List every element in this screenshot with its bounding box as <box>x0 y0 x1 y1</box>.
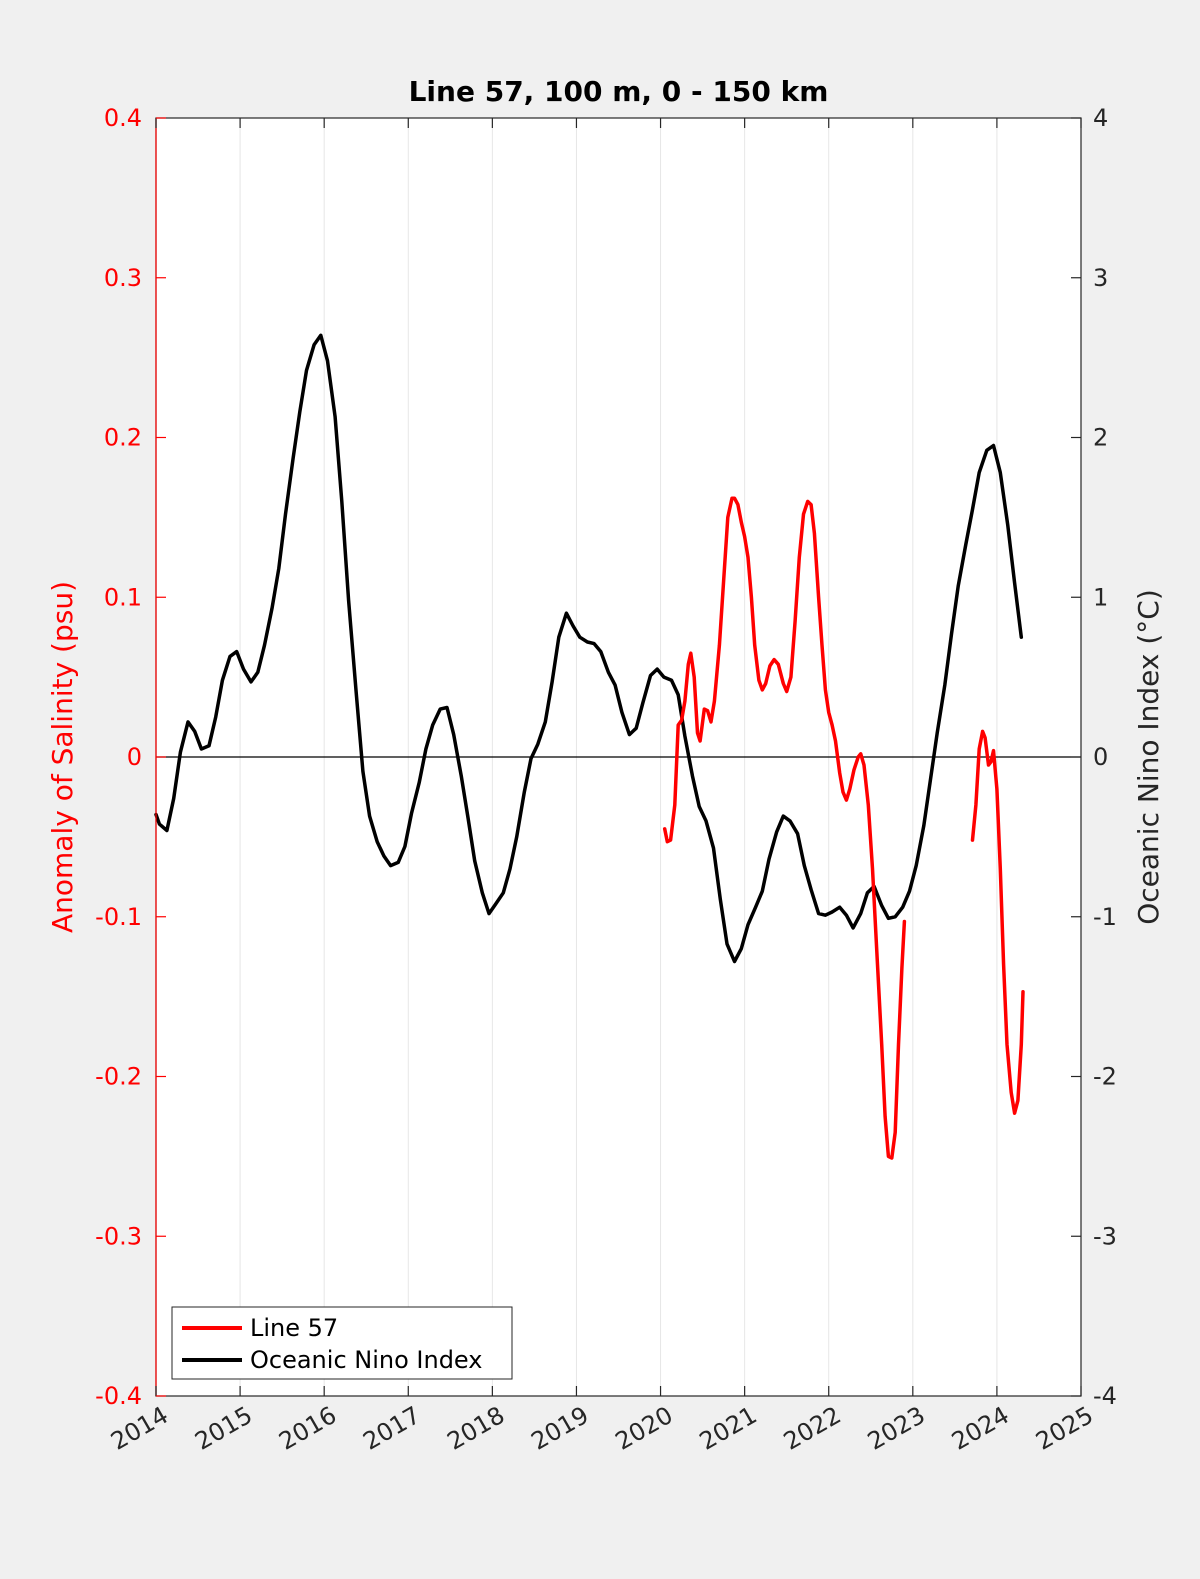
axis-ticks <box>155 117 1082 1397</box>
y-left-tick-label: 0.1 <box>104 583 142 611</box>
series-line-57-segment-1 <box>970 729 1025 1115</box>
y-left-tick-label: -0.2 <box>95 1063 142 1091</box>
legend-label-oni: Oceanic Nino Index <box>250 1346 482 1374</box>
y-left-tick-label: -0.1 <box>95 903 142 931</box>
y-left-tick-label: 0.3 <box>104 264 142 292</box>
y-right-tick-label: -3 <box>1093 1222 1117 1250</box>
y-right-tick-label: 1 <box>1093 583 1108 611</box>
y-right-tick-label: 0 <box>1093 743 1108 771</box>
series-line-57-segment-0 <box>662 496 907 1160</box>
y-right-tick-label: -1 <box>1093 903 1117 931</box>
series-oceanic-nino-index-segment-0 <box>154 333 1024 964</box>
y-right-tick-label: 3 <box>1093 264 1108 292</box>
y-left-tick-label: -0.4 <box>95 1382 142 1410</box>
y-right-tick-label: 4 <box>1093 104 1108 132</box>
series-layer <box>154 333 1025 1160</box>
chart-title: Line 57, 100 m, 0 - 150 km <box>409 75 829 108</box>
y-left-tick-label: -0.3 <box>95 1222 142 1250</box>
y-right-tick-label: -4 <box>1093 1382 1117 1410</box>
legend: Line 57 Oceanic Nino Index <box>171 1306 513 1380</box>
y-left-tick-label: 0.4 <box>104 104 142 132</box>
legend-box <box>171 1306 513 1380</box>
y-right-tick-label: 2 <box>1093 424 1108 452</box>
y-left-tick-label: 0.2 <box>104 424 142 452</box>
y-axis-right-label: Oceanic Nino Index (°C) <box>1132 589 1165 925</box>
y-left-tick-label: 0 <box>127 743 142 771</box>
y-right-tick-label: -2 <box>1093 1063 1117 1091</box>
y-axis-left-label: Anomaly of Salinity (psu) <box>46 581 79 933</box>
legend-label-line-57: Line 57 <box>250 1314 338 1342</box>
